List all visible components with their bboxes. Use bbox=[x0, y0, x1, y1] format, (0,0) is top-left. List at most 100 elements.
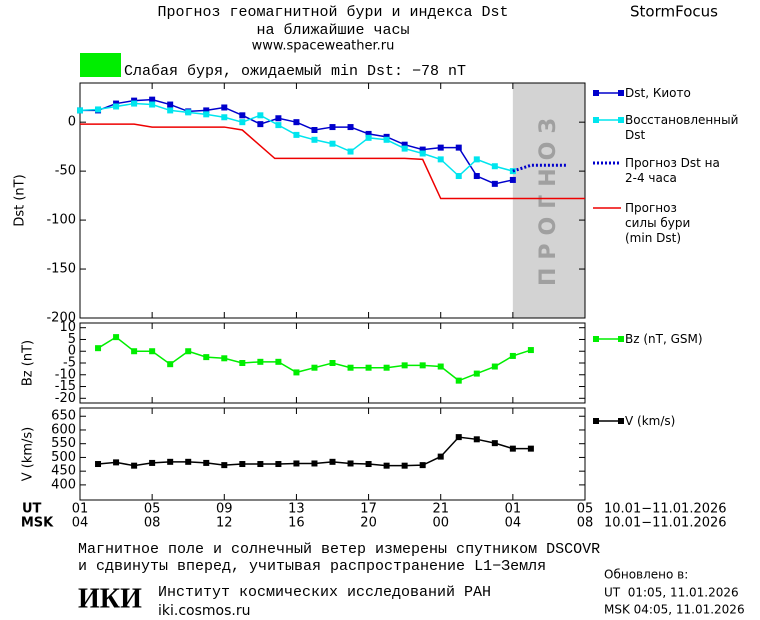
point bbox=[473, 436, 480, 443]
series-line bbox=[80, 123, 585, 200]
updated-ut: UT 01:05, 11.01.2026 bbox=[604, 586, 739, 600]
point bbox=[221, 462, 228, 469]
y-tick-label: -50 bbox=[55, 164, 76, 179]
point bbox=[473, 156, 480, 163]
legend-marker bbox=[618, 90, 624, 96]
legend-entry: Восстановленный Dst bbox=[625, 113, 743, 142]
point bbox=[419, 146, 426, 153]
y-tick-label: 10 bbox=[59, 320, 76, 335]
point bbox=[293, 460, 300, 467]
updated-msk: MSK 04:05, 11.01.2026 bbox=[604, 603, 745, 617]
point bbox=[365, 364, 372, 371]
point bbox=[239, 119, 246, 126]
legend-marker bbox=[618, 418, 624, 424]
point bbox=[149, 348, 156, 355]
y-axis-label: Dst (nT) bbox=[13, 174, 28, 226]
x-tick-label: 01 bbox=[505, 502, 522, 517]
point bbox=[167, 107, 174, 114]
point bbox=[257, 121, 264, 128]
y-tick-label: 0 bbox=[68, 344, 76, 359]
point bbox=[167, 361, 174, 368]
point bbox=[257, 112, 264, 119]
point bbox=[347, 148, 354, 155]
legend-entry: Прогноз силы бури (min Dst) bbox=[625, 201, 695, 245]
point bbox=[203, 107, 210, 114]
point bbox=[491, 363, 498, 370]
date-range: 10.01−11.01.2026 bbox=[604, 502, 727, 517]
site: iki.cosmos.ru bbox=[158, 603, 250, 619]
point bbox=[401, 462, 408, 469]
point bbox=[131, 348, 138, 355]
y-axis-label: Bz (nT) bbox=[21, 340, 36, 386]
axis-row-label: UT bbox=[22, 502, 42, 517]
point bbox=[365, 134, 372, 141]
y-tick-label: 450 bbox=[51, 464, 76, 479]
subtitle: на ближайшие часы bbox=[256, 22, 409, 39]
point bbox=[95, 461, 102, 468]
point bbox=[491, 163, 498, 170]
point bbox=[113, 459, 120, 466]
x-tick-label: 16 bbox=[288, 516, 305, 531]
legend-marker bbox=[593, 117, 599, 123]
point bbox=[221, 355, 228, 362]
point bbox=[203, 111, 210, 118]
point bbox=[221, 114, 228, 121]
y-tick-label: -150 bbox=[46, 262, 76, 277]
point bbox=[455, 173, 462, 180]
series-line bbox=[80, 98, 514, 185]
point bbox=[491, 440, 498, 447]
legend-entry: V (km/s) bbox=[625, 414, 676, 428]
point bbox=[275, 122, 282, 129]
point bbox=[239, 360, 246, 366]
point bbox=[329, 140, 336, 147]
point bbox=[509, 445, 516, 452]
point bbox=[419, 362, 426, 369]
y-tick-label: -15 bbox=[55, 379, 76, 394]
point bbox=[383, 136, 390, 143]
y-tick-label: 650 bbox=[51, 409, 76, 424]
forecast-region bbox=[512, 83, 585, 318]
point bbox=[365, 461, 372, 468]
point bbox=[437, 156, 444, 163]
point bbox=[149, 459, 156, 466]
point bbox=[293, 131, 300, 138]
y-tick-label: -20 bbox=[55, 391, 76, 406]
point bbox=[347, 364, 354, 371]
institute: Институт космических исследований РАН bbox=[158, 584, 491, 601]
x-tick-label: 20 bbox=[360, 516, 377, 531]
point bbox=[527, 347, 534, 354]
axis-row-label: MSK bbox=[21, 516, 54, 531]
point bbox=[77, 107, 83, 114]
updated-label: Обновлено в: bbox=[604, 568, 688, 582]
legend-entry: Dst, Киото bbox=[625, 86, 691, 100]
y-tick-label: 5 bbox=[68, 332, 76, 347]
plot-frame bbox=[79, 322, 586, 404]
point bbox=[275, 358, 282, 365]
legend-marker bbox=[593, 90, 599, 96]
point bbox=[113, 103, 120, 110]
y-tick-label: -200 bbox=[46, 311, 76, 326]
point bbox=[509, 352, 516, 359]
legend-marker bbox=[593, 418, 599, 424]
x-tick-label: 05 bbox=[577, 502, 594, 517]
point bbox=[365, 130, 372, 137]
point bbox=[95, 345, 102, 352]
point bbox=[491, 180, 498, 187]
point bbox=[437, 363, 444, 370]
point bbox=[347, 124, 354, 131]
y-tick-label: 0 bbox=[68, 115, 76, 130]
point bbox=[419, 150, 426, 157]
point bbox=[329, 458, 336, 465]
point bbox=[131, 462, 138, 469]
point bbox=[185, 348, 192, 355]
point bbox=[329, 124, 336, 131]
x-tick-label: 05 bbox=[144, 502, 161, 517]
point bbox=[437, 144, 444, 151]
point bbox=[149, 96, 156, 103]
x-tick-label: 08 bbox=[144, 516, 161, 531]
y-tick-label: 600 bbox=[51, 422, 76, 437]
brand: StormFocus bbox=[630, 3, 718, 21]
point bbox=[95, 106, 102, 113]
x-tick-label: 09 bbox=[216, 502, 233, 517]
